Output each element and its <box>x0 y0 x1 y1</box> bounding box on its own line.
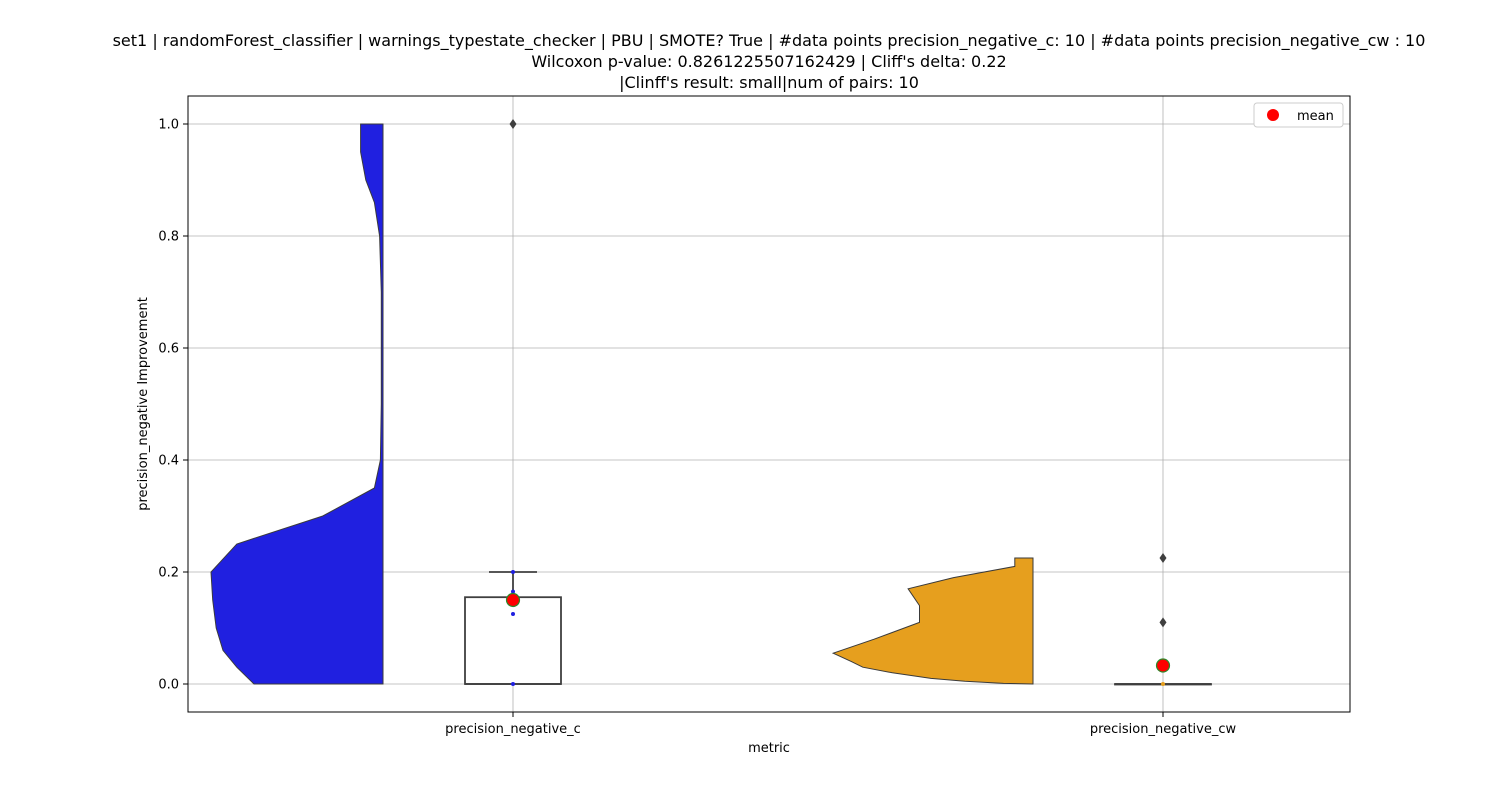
data-point-precision_negative_cw <box>1161 682 1165 686</box>
violin-precision_negative_cw <box>831 557 1034 685</box>
data-point-precision_negative_c <box>511 682 515 686</box>
x-axis: precision_negative_c precision_negative_c… <box>445 712 1237 737</box>
data-point-precision_negative_c <box>511 589 515 594</box>
y-tick-label: 0.4 <box>158 454 179 469</box>
violin-precision_negative_c <box>210 123 384 685</box>
x-tick-label: precision_negative_cw <box>1090 722 1237 737</box>
y-tick-label: 0.2 <box>158 566 179 581</box>
outlier-point <box>1159 617 1167 628</box>
y-tick-label: 1.0 <box>158 118 179 133</box>
data-points <box>505 570 1171 686</box>
data-point-precision_negative_c <box>511 612 515 616</box>
title-line-1: set1 | randomForest_classifier | warning… <box>113 31 1426 51</box>
y-tick-label: 0.0 <box>158 678 179 693</box>
mean-marker-precision_negative_c <box>505 592 521 608</box>
title-line-3: |Clinff's result: small|num of pairs: 10 <box>619 73 919 92</box>
violins <box>210 123 1034 685</box>
x-axis-label: metric <box>748 741 790 756</box>
boxplot-precision_negative_c <box>464 119 562 685</box>
legend-mean-label: mean <box>1297 109 1334 124</box>
chart-title: set1 | randomForest_classifier | warning… <box>113 31 1426 92</box>
y-axis-label: precision_negative Improvement <box>136 297 151 511</box>
legend-mean-marker <box>1267 109 1279 121</box>
y-tick-label: 0.8 <box>158 230 179 245</box>
x-tick-label: precision_negative_c <box>445 722 581 737</box>
legend: mean <box>1253 102 1344 128</box>
y-axis: 0.0 0.2 0.4 0.6 0.8 1.0 <box>158 118 188 693</box>
mean-marker-precision_negative_cw <box>1155 658 1171 673</box>
outlier-point <box>1159 553 1167 563</box>
data-point-precision_negative_c <box>511 570 515 574</box>
outlier-point <box>509 119 517 129</box>
y-tick-label: 0.6 <box>158 342 179 357</box>
title-line-2: Wilcoxon p-value: 0.8261225507162429 | C… <box>531 52 1006 71</box>
legend-frame <box>1253 102 1344 128</box>
boxplots <box>464 119 1212 686</box>
plot-frame <box>187 95 1351 713</box>
box-iqr <box>464 596 562 685</box>
